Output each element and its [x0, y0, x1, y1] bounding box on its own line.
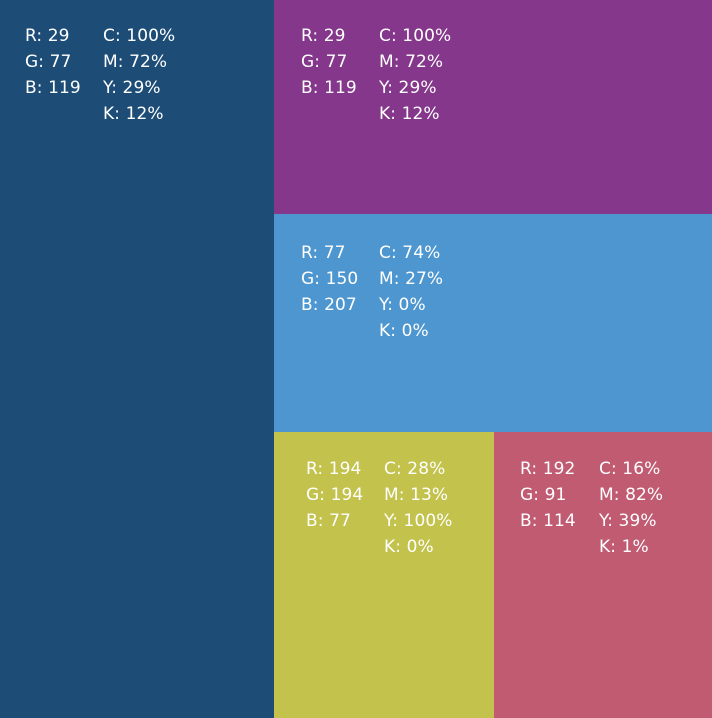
green-value: G: 150	[301, 269, 359, 289]
rgb-values: R: 77 G: 150 B: 207	[301, 240, 358, 318]
green-value: G: 194	[306, 485, 364, 505]
blue-value: B: 207	[301, 295, 357, 315]
cyan-value: C: 100%	[103, 26, 176, 46]
magenta-value: M: 13%	[384, 485, 449, 505]
rgb-values: R: 194 G: 194 B: 77	[306, 456, 363, 534]
blue-value: B: 119	[301, 78, 357, 98]
blue-value: B: 77	[306, 511, 351, 531]
yellow-value: Y: 29%	[379, 78, 437, 98]
cyan-value: C: 100%	[379, 26, 452, 46]
red-value: R: 194	[306, 459, 362, 479]
cmyk-values: C: 16% M: 82% Y: 39% K: 1%	[599, 456, 663, 560]
color-swatch-navy: R: 29 G: 77 B: 119 C: 100% M: 72% Y: 29%…	[0, 0, 274, 718]
cmyk-values: C: 100% M: 72% Y: 29% K: 12%	[379, 23, 451, 127]
rgb-values: R: 29 G: 77 B: 119	[25, 23, 81, 101]
blue-value: B: 114	[520, 511, 576, 531]
yellow-value: Y: 29%	[103, 78, 161, 98]
black-value: K: 12%	[103, 104, 164, 124]
cmyk-values: C: 74% M: 27% Y: 0% K: 0%	[379, 240, 443, 344]
red-value: R: 29	[25, 26, 70, 46]
color-swatch-purple: R: 29 G: 77 B: 119 C: 100% M: 72% Y: 29%…	[274, 0, 712, 214]
cyan-value: C: 28%	[384, 459, 446, 479]
cmyk-values: C: 28% M: 13% Y: 100% K: 0%	[384, 456, 453, 560]
black-value: K: 12%	[379, 104, 440, 124]
blue-value: B: 119	[25, 78, 81, 98]
magenta-value: M: 72%	[379, 52, 444, 72]
red-value: R: 192	[520, 459, 576, 479]
cyan-value: C: 16%	[599, 459, 661, 479]
green-value: G: 91	[520, 485, 567, 505]
cmyk-values: C: 100% M: 72% Y: 29% K: 12%	[103, 23, 175, 127]
magenta-value: M: 82%	[599, 485, 664, 505]
rgb-values: R: 192 G: 91 B: 114	[520, 456, 576, 534]
black-value: K: 0%	[379, 321, 429, 341]
yellow-value: Y: 100%	[384, 511, 453, 531]
red-value: R: 77	[301, 243, 346, 263]
black-value: K: 1%	[599, 537, 649, 557]
yellow-value: Y: 0%	[379, 295, 426, 315]
black-value: K: 0%	[384, 537, 434, 557]
magenta-value: M: 72%	[103, 52, 168, 72]
magenta-value: M: 27%	[379, 269, 444, 289]
green-value: G: 77	[25, 52, 72, 72]
rgb-values: R: 29 G: 77 B: 119	[301, 23, 357, 101]
red-value: R: 29	[301, 26, 346, 46]
color-swatch-olive: R: 194 G: 194 B: 77 C: 28% M: 13% Y: 100…	[274, 432, 494, 718]
cyan-value: C: 74%	[379, 243, 441, 263]
color-swatch-rose: R: 192 G: 91 B: 114 C: 16% M: 82% Y: 39%…	[494, 432, 712, 718]
color-swatch-blue: R: 77 G: 150 B: 207 C: 74% M: 27% Y: 0% …	[274, 214, 712, 432]
yellow-value: Y: 39%	[599, 511, 657, 531]
green-value: G: 77	[301, 52, 348, 72]
